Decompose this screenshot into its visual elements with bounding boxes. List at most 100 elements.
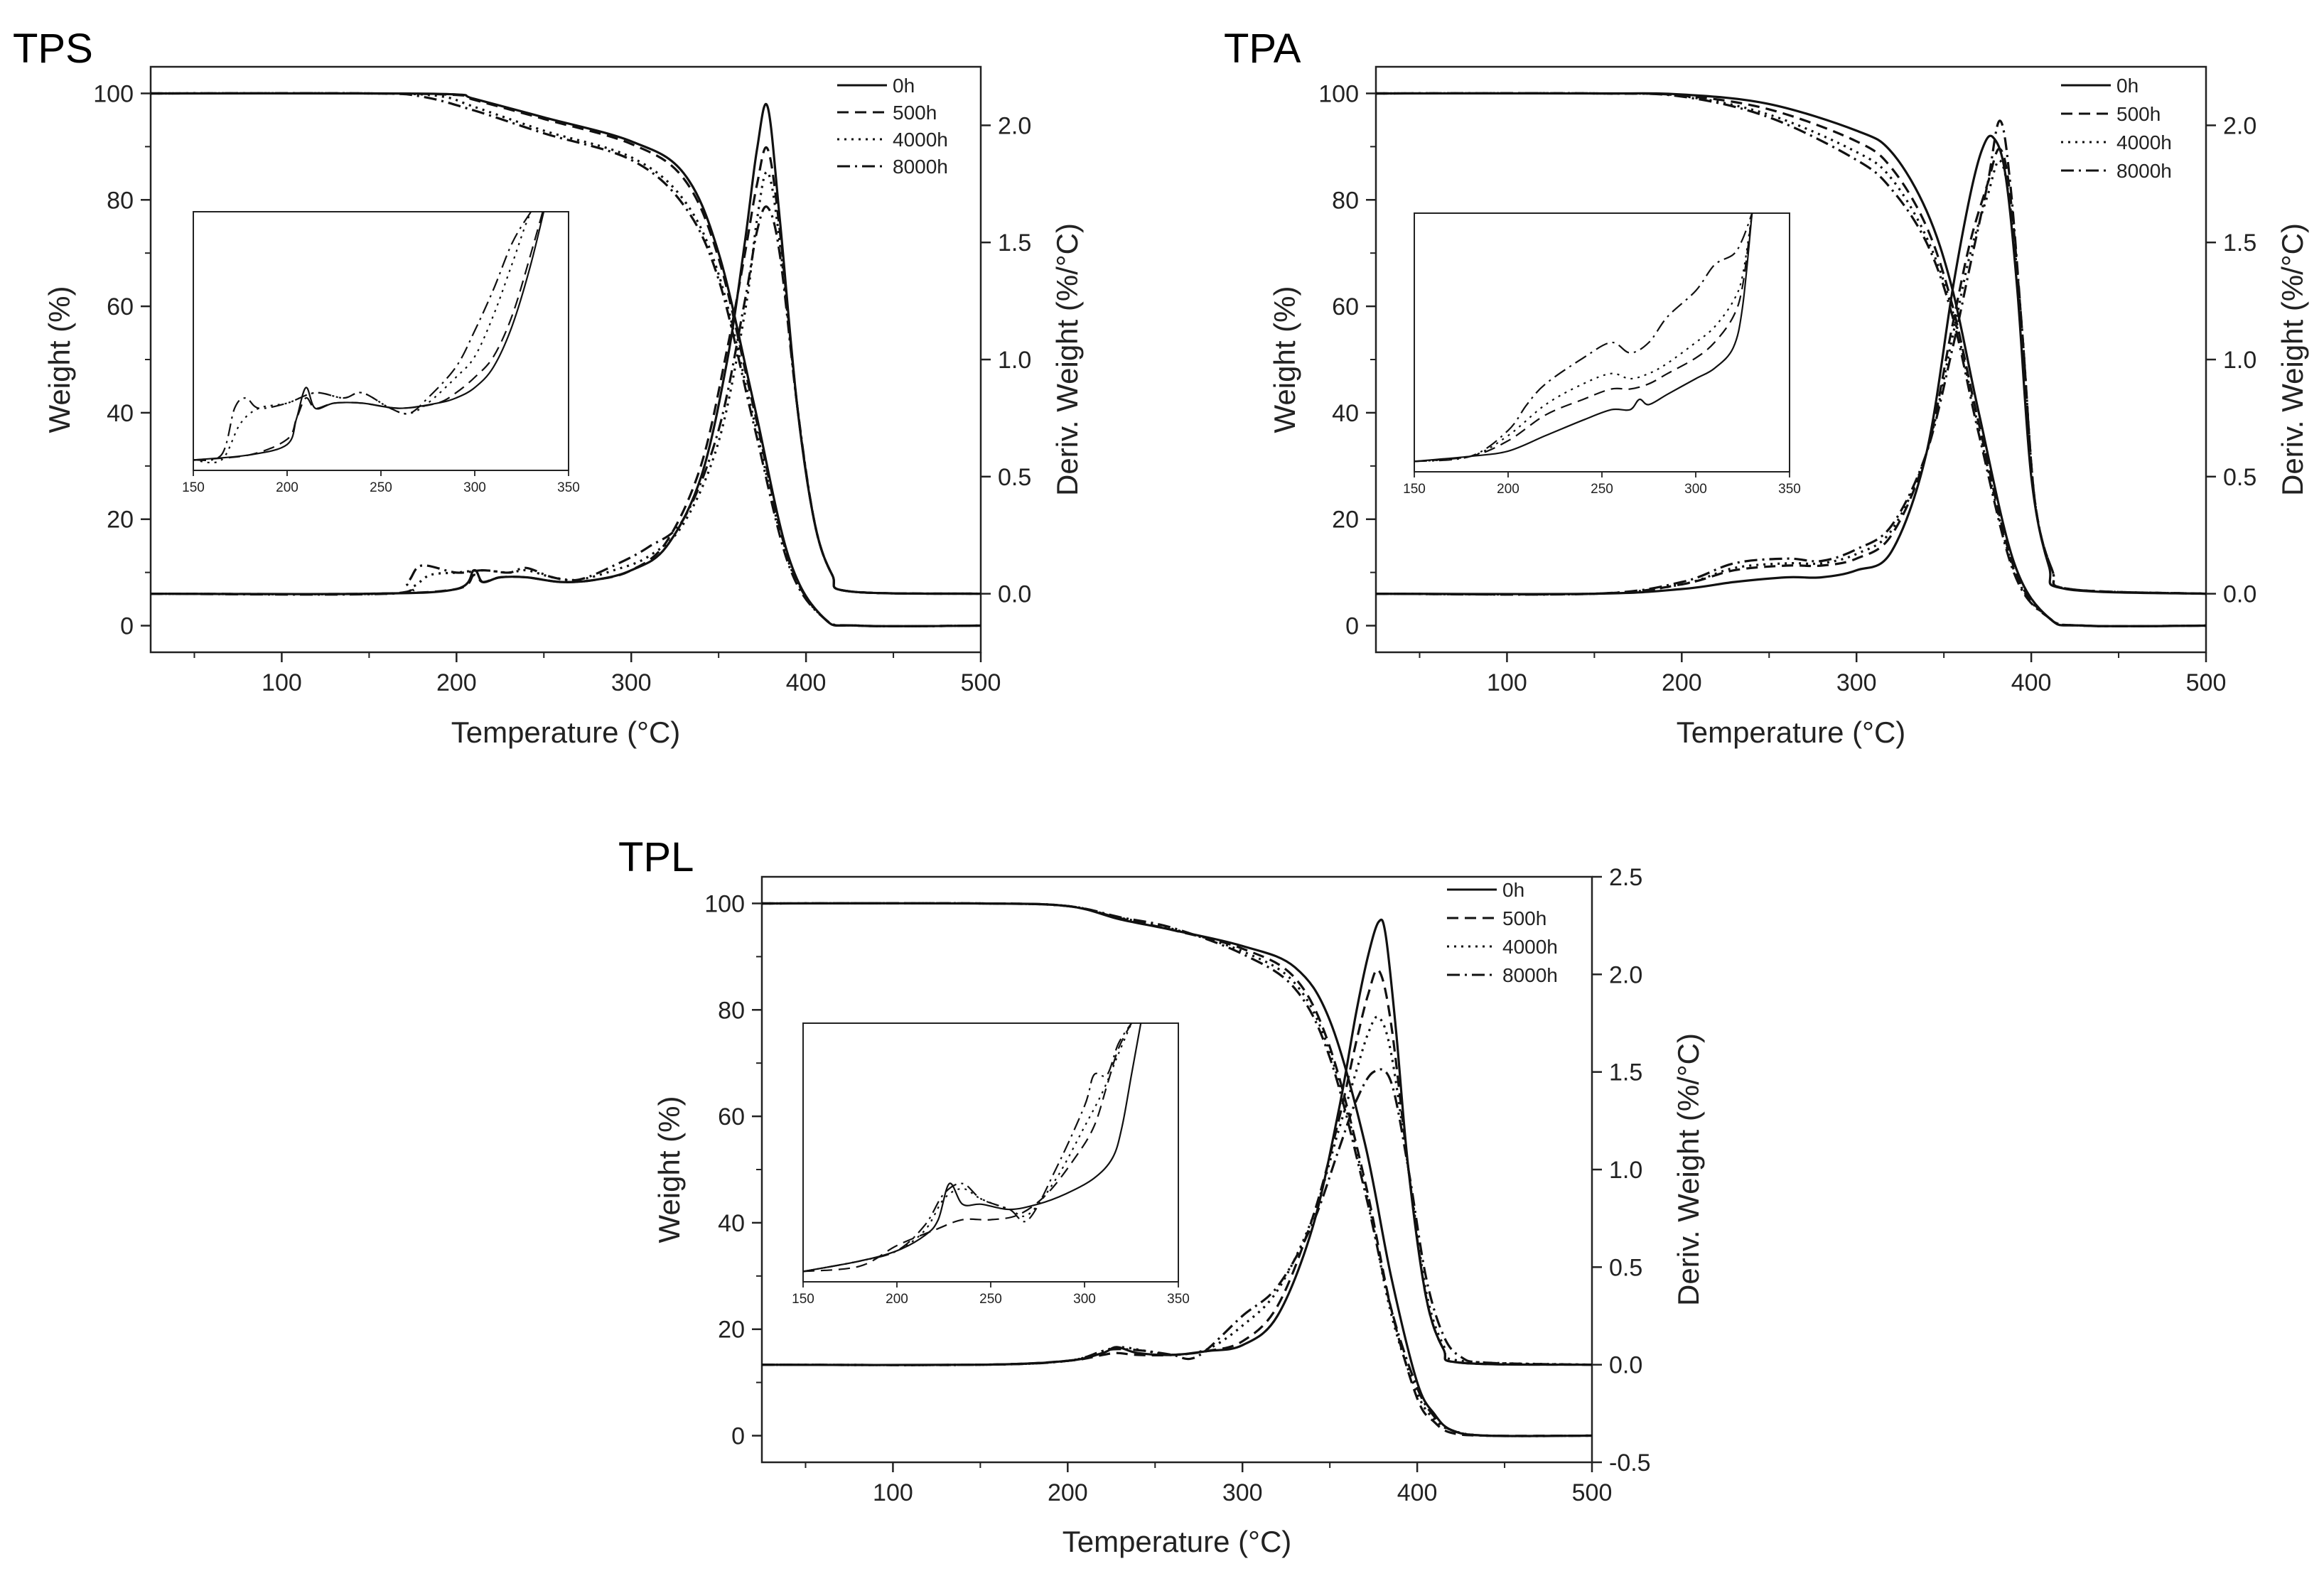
y-tick-label: 60	[107, 293, 134, 320]
y-tick-label: 40	[718, 1210, 745, 1237]
inset-line-500h	[1414, 213, 1753, 463]
deriv-line-4000h	[1375, 159, 2207, 596]
inset-x-axis: 150 200 250 300 350	[792, 1282, 1190, 1307]
y-axis-left: 0 20 40 60 80 100	[704, 890, 762, 1450]
inset-x-tick-label: 350	[1167, 1292, 1190, 1307]
y-tick-label: 80	[1332, 187, 1359, 214]
x-axis: 100 200 300 400 500	[805, 1462, 1612, 1506]
y-axis-left: 0 20 40 60 80 100	[93, 80, 151, 640]
x-axis-label: Temperature (°C)	[451, 716, 681, 749]
inset-x-axis: 150 200 250 300 350	[1403, 472, 1801, 497]
deriv-line-500h	[150, 146, 981, 595]
y2-tick-label: 0.0	[998, 581, 1031, 608]
y2-tick-label: 2.0	[2223, 112, 2256, 139]
y2-tick-label: -0.5	[1609, 1449, 1651, 1476]
inset-line-0h	[1414, 213, 1753, 463]
inset-line-8000h	[1414, 213, 1753, 463]
y-tick-label: 80	[107, 187, 134, 214]
y-tick-label: 60	[1332, 293, 1359, 320]
panel-title: TPL	[618, 834, 694, 880]
y2-axis-label: Deriv. Weight (%/°C)	[2276, 223, 2309, 496]
panel-tpa: TPA 100 200 300 400 500 0 20 40 60 80 100 0.0 0.5 1…	[1224, 26, 2309, 749]
inset-x-tick-label: 250	[1591, 482, 1613, 497]
legend-label-8000h: 8000h	[1502, 964, 1558, 986]
inset-line-0h	[803, 1023, 1142, 1273]
legend: 0h 500h 4000h 8000h	[837, 75, 948, 178]
weight-line-8000h	[1375, 92, 2207, 627]
y2-tick-label: 1.5	[998, 230, 1031, 257]
inset-x-tick-label: 300	[1684, 482, 1707, 497]
x-tick-label: 500	[2186, 669, 2227, 696]
x-axis: 100 200 300 400 500	[193, 652, 1001, 696]
legend: 0h 500h 4000h 8000h	[1447, 879, 1558, 986]
y2-tick-label: 0.0	[1609, 1352, 1642, 1379]
y2-tick-label: 1.0	[998, 347, 1031, 374]
y-tick-label: 0	[731, 1423, 745, 1450]
panel-title: TPA	[1224, 26, 1301, 72]
x-tick-label: 300	[1222, 1479, 1263, 1506]
inset-line-8000h	[803, 1023, 1132, 1273]
legend-label-500h: 500h	[2116, 103, 2161, 125]
y2-tick-label: 2.0	[998, 112, 1031, 139]
y-tick-label: 0	[120, 613, 134, 640]
x-tick-label: 400	[2011, 669, 2052, 696]
y-tick-label: 40	[107, 400, 134, 427]
legend: 0h 500h 4000h 8000h	[2061, 75, 2172, 182]
y2-axis-label: Deriv. Weight (%/°C)	[1050, 223, 1084, 496]
deriv-line-8000h	[150, 205, 981, 596]
y-axis-right: 0.0 0.5 1.0 1.5 2.0	[981, 112, 1031, 608]
series-group	[150, 92, 981, 627]
inset-frame	[802, 1022, 1179, 1283]
legend-label-4000h: 4000h	[2116, 131, 2172, 153]
legend-label-0h: 0h	[893, 75, 915, 97]
y2-tick-label: 2.0	[1609, 961, 1642, 988]
weight-line-8000h	[761, 902, 1593, 1437]
y-tick-label: 40	[1332, 400, 1359, 427]
y2-tick-label: 1.5	[2223, 230, 2256, 257]
y-tick-label: 60	[718, 1103, 745, 1130]
y-tick-label: 20	[718, 1317, 745, 1344]
inset-x-tick-label: 150	[792, 1292, 814, 1307]
inset-x-axis: 150 200 250 300 350	[182, 470, 580, 495]
inset-frame	[193, 211, 569, 471]
weight-line-500h	[761, 902, 1593, 1437]
inset-line-8000h	[193, 212, 532, 461]
inset-x-tick-label: 350	[1778, 482, 1801, 497]
y-axis-label: Weight (%)	[43, 286, 76, 433]
x-tick-label: 100	[873, 1479, 913, 1506]
series-group	[761, 902, 1593, 1437]
x-tick-label: 100	[262, 669, 302, 696]
inset-series-group	[803, 1023, 1142, 1273]
x-tick-label: 500	[961, 669, 1001, 696]
x-tick-label: 500	[1572, 1479, 1613, 1506]
legend-label-8000h: 8000h	[893, 156, 948, 178]
x-axis-label: Temperature (°C)	[1677, 716, 1906, 749]
x-tick-label: 400	[1397, 1479, 1438, 1506]
y-tick-label: 100	[1318, 80, 1359, 107]
inset-x-tick-label: 200	[276, 480, 298, 495]
legend-label-4000h: 4000h	[1502, 936, 1558, 958]
y2-tick-label: 0.5	[998, 464, 1031, 491]
deriv-line-8000h	[1375, 119, 2207, 596]
inset-x-tick-label: 200	[886, 1292, 908, 1307]
y-axis-right: -0.5 0.0 0.5 1.0 1.5 2.0 2.5	[1592, 864, 1651, 1476]
inset-line-4000h	[1414, 213, 1753, 463]
y-tick-label: 20	[1332, 507, 1359, 534]
y-axis-label: Weight (%)	[652, 1096, 686, 1243]
x-tick-label: 200	[436, 669, 477, 696]
inset-frame	[1414, 212, 1790, 473]
y-axis-left: 0 20 40 60 80 100	[1318, 80, 1376, 640]
y2-axis-label: Deriv. Weight (%/°C)	[1672, 1033, 1705, 1306]
deriv-line-4000h	[150, 171, 981, 595]
y-tick-label: 20	[107, 507, 134, 534]
legend-label-500h: 500h	[893, 102, 937, 124]
y2-tick-label: 2.5	[1609, 864, 1642, 891]
inset-series-group	[1414, 213, 1753, 463]
x-tick-label: 100	[1487, 669, 1527, 696]
x-axis-label: Temperature (°C)	[1063, 1525, 1292, 1558]
legend-label-4000h: 4000h	[893, 129, 948, 151]
inset-x-tick-label: 250	[370, 480, 392, 495]
legend-label-500h: 500h	[1502, 907, 1546, 929]
panel-tps: TPS 100 200 300 400 500 0 20 40 60 80 100 0.0 0.5 1…	[13, 26, 1084, 749]
